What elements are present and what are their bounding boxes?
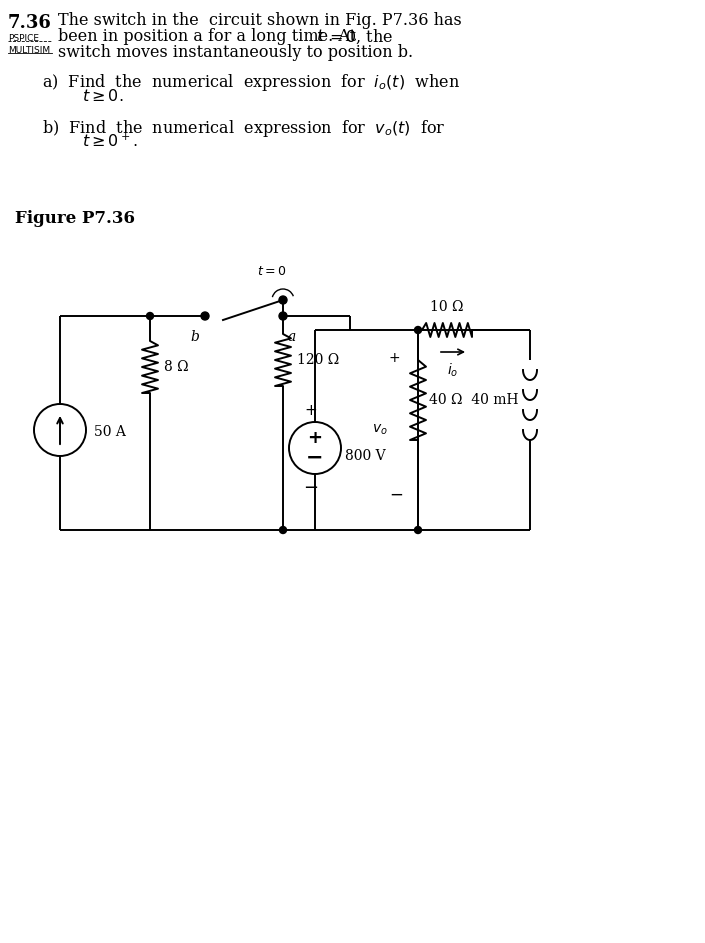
Text: 40 Ω  40 mH: 40 Ω 40 mH bbox=[429, 393, 519, 407]
Text: PSPICE: PSPICE bbox=[8, 34, 39, 43]
Text: $v_o$: $v_o$ bbox=[372, 422, 388, 438]
Text: a)  Find  the  numerical  expression  for  $i_o(t)$  when: a) Find the numerical expression for $i_… bbox=[42, 72, 460, 93]
Text: $t = 0$: $t = 0$ bbox=[257, 265, 286, 278]
Text: b: b bbox=[190, 330, 199, 344]
Text: MULTISIM: MULTISIM bbox=[8, 46, 50, 55]
Text: −: − bbox=[389, 486, 403, 504]
Text: $= 0$, the: $= 0$, the bbox=[326, 28, 393, 46]
Text: $i_o$: $i_o$ bbox=[447, 362, 459, 379]
Text: 10 Ω: 10 Ω bbox=[430, 300, 464, 314]
Text: +: + bbox=[305, 403, 317, 418]
Text: a: a bbox=[288, 330, 296, 344]
Text: −: − bbox=[306, 448, 324, 468]
Circle shape bbox=[279, 312, 287, 320]
Text: $t$: $t$ bbox=[316, 28, 325, 45]
Text: $t \geq 0^+.$: $t \geq 0^+.$ bbox=[82, 134, 137, 151]
Text: $t \geq 0.$: $t \geq 0.$ bbox=[82, 88, 123, 105]
Text: +: + bbox=[307, 429, 322, 447]
Text: 50 A: 50 A bbox=[94, 425, 126, 439]
Text: b)  Find  the  numerical  expression  for  $v_o(t)$  for: b) Find the numerical expression for $v_… bbox=[42, 118, 446, 139]
Text: 120 Ω: 120 Ω bbox=[297, 353, 339, 367]
Text: +: + bbox=[388, 351, 400, 365]
Text: 7.36: 7.36 bbox=[8, 14, 52, 32]
Text: −: − bbox=[303, 479, 319, 497]
Text: been in position a for a long time. At: been in position a for a long time. At bbox=[58, 28, 361, 45]
Circle shape bbox=[279, 296, 287, 304]
Circle shape bbox=[415, 326, 422, 334]
Text: Figure P7.36: Figure P7.36 bbox=[15, 210, 135, 227]
Circle shape bbox=[279, 526, 286, 534]
Circle shape bbox=[147, 312, 154, 320]
Text: 8 Ω: 8 Ω bbox=[164, 360, 189, 374]
Circle shape bbox=[201, 312, 209, 320]
Text: The switch in the  circuit shown in Fig. P7.36 has: The switch in the circuit shown in Fig. … bbox=[58, 12, 462, 29]
Text: switch moves instantaneously to position b.: switch moves instantaneously to position… bbox=[58, 44, 413, 61]
Text: 800 V: 800 V bbox=[345, 449, 386, 463]
Circle shape bbox=[415, 526, 422, 534]
